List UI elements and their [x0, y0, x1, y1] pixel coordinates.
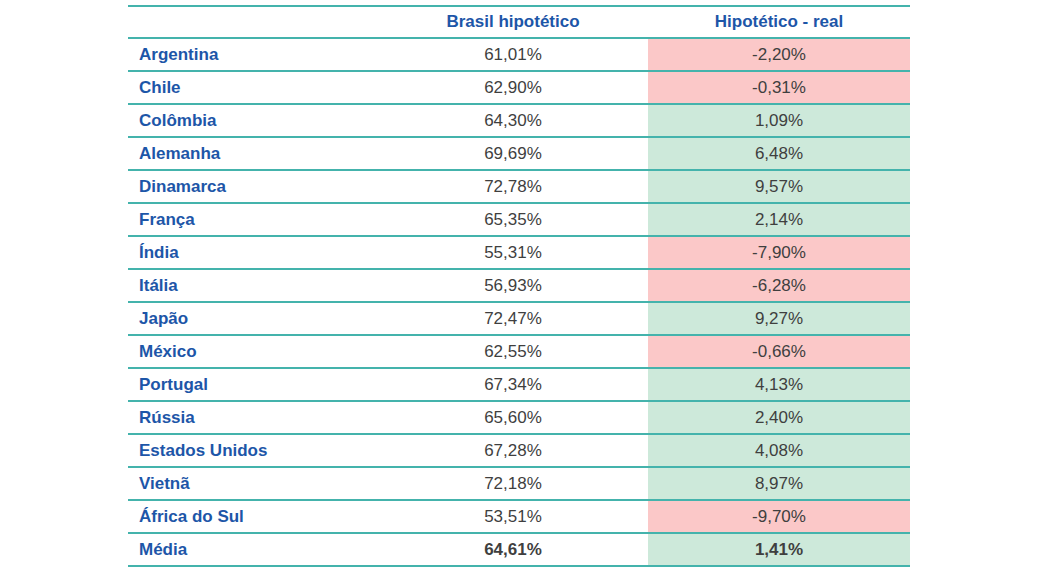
- country-cell: Chile: [128, 71, 378, 104]
- brasil-hipotetico-value-cell: 61,01%: [378, 38, 648, 71]
- hipotetico-real-diff-cell: -6,28%: [648, 269, 910, 302]
- table-row: Colômbia64,30%1,09%: [128, 104, 910, 137]
- table-row: Média64,61%1,41%: [128, 533, 910, 566]
- hipotetico-real-diff-cell: -0,31%: [648, 71, 910, 104]
- brasil-hipotetico-value-cell: 67,34%: [378, 368, 648, 401]
- brasil-hipotetico-value-cell: 67,28%: [378, 434, 648, 467]
- table-row: Portugal67,34%4,13%: [128, 368, 910, 401]
- brasil-hipotetico-value-cell: 65,35%: [378, 203, 648, 236]
- table-row: México62,55%-0,66%: [128, 335, 910, 368]
- country-comparison-table-container: Brasil hipotético Hipotético - real Arge…: [128, 5, 910, 567]
- hipotetico-real-diff-cell: 2,40%: [648, 401, 910, 434]
- brasil-hipotetico-value-cell: 53,51%: [378, 500, 648, 533]
- brasil-hipotetico-value-cell: 72,47%: [378, 302, 648, 335]
- hipotetico-real-diff-cell: -7,90%: [648, 236, 910, 269]
- table-row: Estados Unidos67,28%4,08%: [128, 434, 910, 467]
- country-cell: Vietnã: [128, 467, 378, 500]
- brasil-hipotetico-value-cell: 62,55%: [378, 335, 648, 368]
- table-row: Dinamarca72,78%9,57%: [128, 170, 910, 203]
- table-row: Alemanha69,69%6,48%: [128, 137, 910, 170]
- country-cell: Média: [128, 533, 378, 566]
- header-row: Brasil hipotético Hipotético - real: [128, 6, 910, 38]
- table-row: Rússia65,60%2,40%: [128, 401, 910, 434]
- table-row: Itália56,93%-6,28%: [128, 269, 910, 302]
- table-header: Brasil hipotético Hipotético - real: [128, 6, 910, 38]
- hipotetico-real-diff-cell: 6,48%: [648, 137, 910, 170]
- hipotetico-real-diff-cell: 1,41%: [648, 533, 910, 566]
- country-cell: Índia: [128, 236, 378, 269]
- table-row: África do Sul53,51%-9,70%: [128, 500, 910, 533]
- brasil-hipotetico-value-cell: 72,78%: [378, 170, 648, 203]
- brasil-hipotetico-value-cell: 65,60%: [378, 401, 648, 434]
- brasil-hipotetico-value-cell: 56,93%: [378, 269, 648, 302]
- column-header-brasil-hipotetico: Brasil hipotético: [378, 6, 648, 38]
- table-row: França65,35%2,14%: [128, 203, 910, 236]
- brasil-hipotetico-value-cell: 64,30%: [378, 104, 648, 137]
- hipotetico-real-diff-cell: 2,14%: [648, 203, 910, 236]
- brasil-hipotetico-value-cell: 62,90%: [378, 71, 648, 104]
- brasil-hipotetico-value-cell: 72,18%: [378, 467, 648, 500]
- country-cell: México: [128, 335, 378, 368]
- country-cell: Colômbia: [128, 104, 378, 137]
- country-cell: Estados Unidos: [128, 434, 378, 467]
- country-cell: Dinamarca: [128, 170, 378, 203]
- country-cell: Itália: [128, 269, 378, 302]
- table-row: Japão72,47%9,27%: [128, 302, 910, 335]
- brasil-hipotetico-value-cell: 64,61%: [378, 533, 648, 566]
- country-cell: Alemanha: [128, 137, 378, 170]
- brasil-hipotetico-value-cell: 69,69%: [378, 137, 648, 170]
- table-row: Vietnã72,18%8,97%: [128, 467, 910, 500]
- country-cell: Portugal: [128, 368, 378, 401]
- column-header-hipotetico-real: Hipotético - real: [648, 6, 910, 38]
- hipotetico-real-diff-cell: 1,09%: [648, 104, 910, 137]
- table-row: Índia55,31%-7,90%: [128, 236, 910, 269]
- hipotetico-real-diff-cell: 4,08%: [648, 434, 910, 467]
- table-row: Argentina61,01%-2,20%: [128, 38, 910, 71]
- hipotetico-real-diff-cell: -2,20%: [648, 38, 910, 71]
- country-comparison-table: Brasil hipotético Hipotético - real Arge…: [128, 5, 910, 567]
- country-cell: África do Sul: [128, 500, 378, 533]
- hipotetico-real-diff-cell: 4,13%: [648, 368, 910, 401]
- table-row: Chile62,90%-0,31%: [128, 71, 910, 104]
- table-body: Argentina61,01%-2,20%Chile62,90%-0,31%Co…: [128, 38, 910, 566]
- hipotetico-real-diff-cell: 9,27%: [648, 302, 910, 335]
- brasil-hipotetico-value-cell: 55,31%: [378, 236, 648, 269]
- hipotetico-real-diff-cell: 9,57%: [648, 170, 910, 203]
- country-cell: Rússia: [128, 401, 378, 434]
- hipotetico-real-diff-cell: 8,97%: [648, 467, 910, 500]
- country-cell: França: [128, 203, 378, 236]
- hipotetico-real-diff-cell: -0,66%: [648, 335, 910, 368]
- country-cell: Japão: [128, 302, 378, 335]
- hipotetico-real-diff-cell: -9,70%: [648, 500, 910, 533]
- country-cell: Argentina: [128, 38, 378, 71]
- column-header-country: [128, 6, 378, 38]
